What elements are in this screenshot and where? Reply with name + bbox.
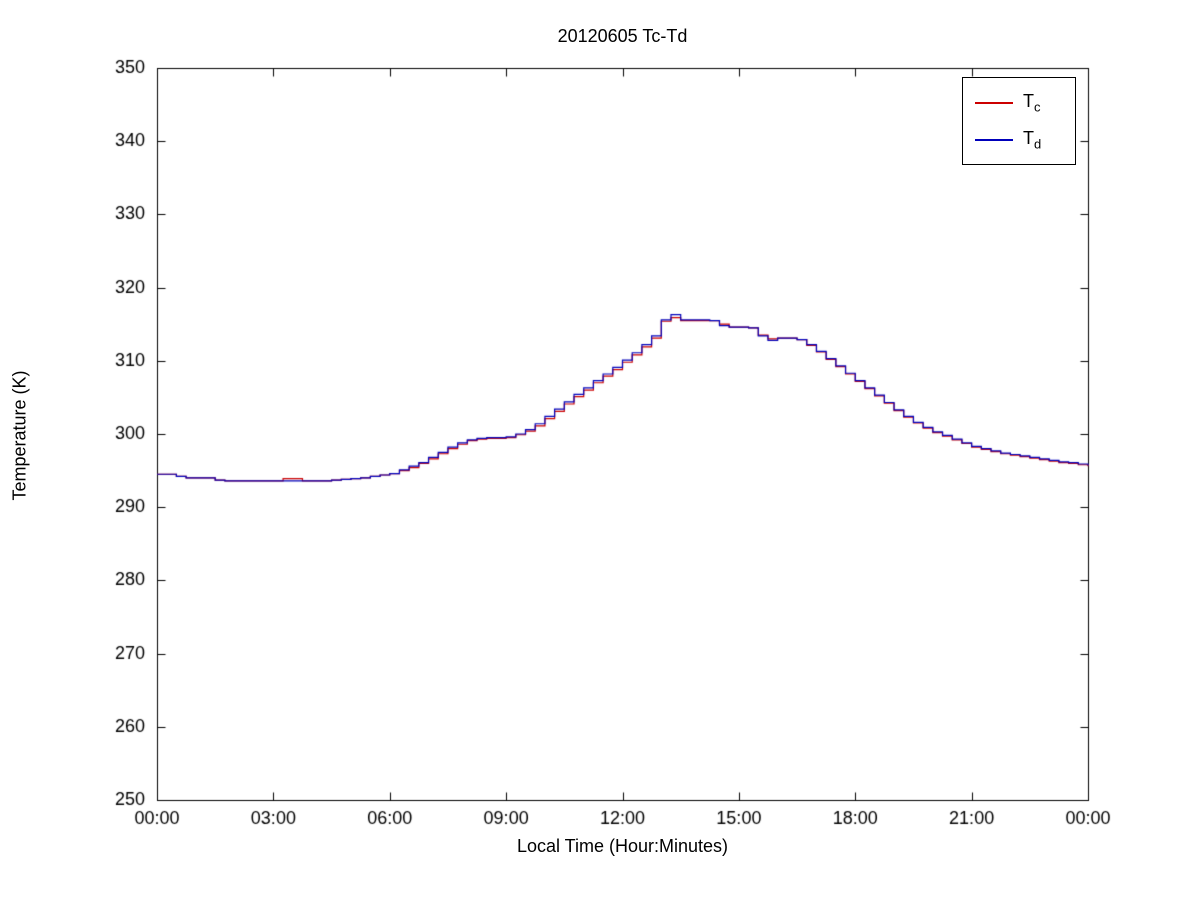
legend-label-tc: Tc: [1023, 92, 1041, 114]
legend-entry-td: Td: [963, 129, 1075, 151]
legend-label-td-sub: d: [1034, 136, 1042, 152]
legend-entry-tc: Tc: [963, 92, 1075, 114]
legend-label-td: Td: [1023, 129, 1041, 151]
plot-title: 20120605 Tc-Td: [557, 26, 688, 46]
legend-line-sample-td: [975, 138, 1013, 141]
legend-label-tc-main: T: [1023, 90, 1034, 111]
legend-line-sample-tc: [975, 101, 1013, 104]
legend-label-tc-sub: c: [1034, 99, 1041, 115]
x-axis-label: Local Time (Hour:Minutes): [516, 836, 729, 856]
legend-label-td-main: T: [1023, 127, 1034, 148]
legend: Tc Td: [962, 77, 1076, 165]
y-axis-label: Temperature (K): [9, 370, 30, 501]
